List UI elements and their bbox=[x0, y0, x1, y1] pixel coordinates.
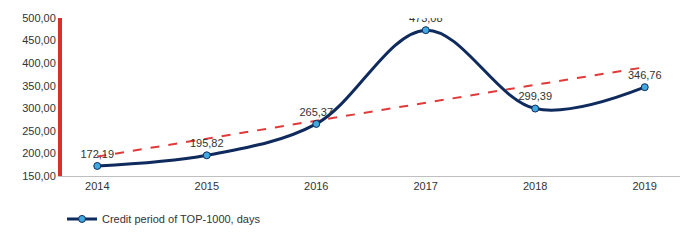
svg-text:Credit period of TOP-1000, day: Credit period of TOP-1000, days bbox=[102, 213, 260, 225]
svg-text:2017: 2017 bbox=[413, 180, 437, 192]
svg-text:250,00: 250,00 bbox=[22, 125, 56, 137]
svg-text:2018: 2018 bbox=[523, 180, 547, 192]
svg-text:400,00: 400,00 bbox=[22, 57, 56, 69]
svg-text:500,00: 500,00 bbox=[22, 12, 56, 24]
svg-text:473,08: 473,08 bbox=[409, 18, 443, 24]
svg-text:195,82: 195,82 bbox=[190, 137, 224, 149]
svg-text:300,00: 300,00 bbox=[22, 102, 56, 114]
svg-text:299,39: 299,39 bbox=[518, 90, 552, 102]
svg-text:2019: 2019 bbox=[632, 180, 656, 192]
svg-text:150,00: 150,00 bbox=[22, 170, 56, 182]
svg-text:450,00: 450,00 bbox=[22, 34, 56, 46]
svg-text:2015: 2015 bbox=[195, 180, 219, 192]
svg-text:2014: 2014 bbox=[85, 180, 109, 192]
svg-text:2016: 2016 bbox=[304, 180, 328, 192]
svg-text:265,37: 265,37 bbox=[299, 106, 333, 118]
svg-text:200,00: 200,00 bbox=[22, 147, 56, 159]
svg-text:172,19: 172,19 bbox=[80, 148, 114, 160]
svg-text:350,00: 350,00 bbox=[22, 80, 56, 92]
svg-text:346,76: 346,76 bbox=[628, 69, 662, 81]
